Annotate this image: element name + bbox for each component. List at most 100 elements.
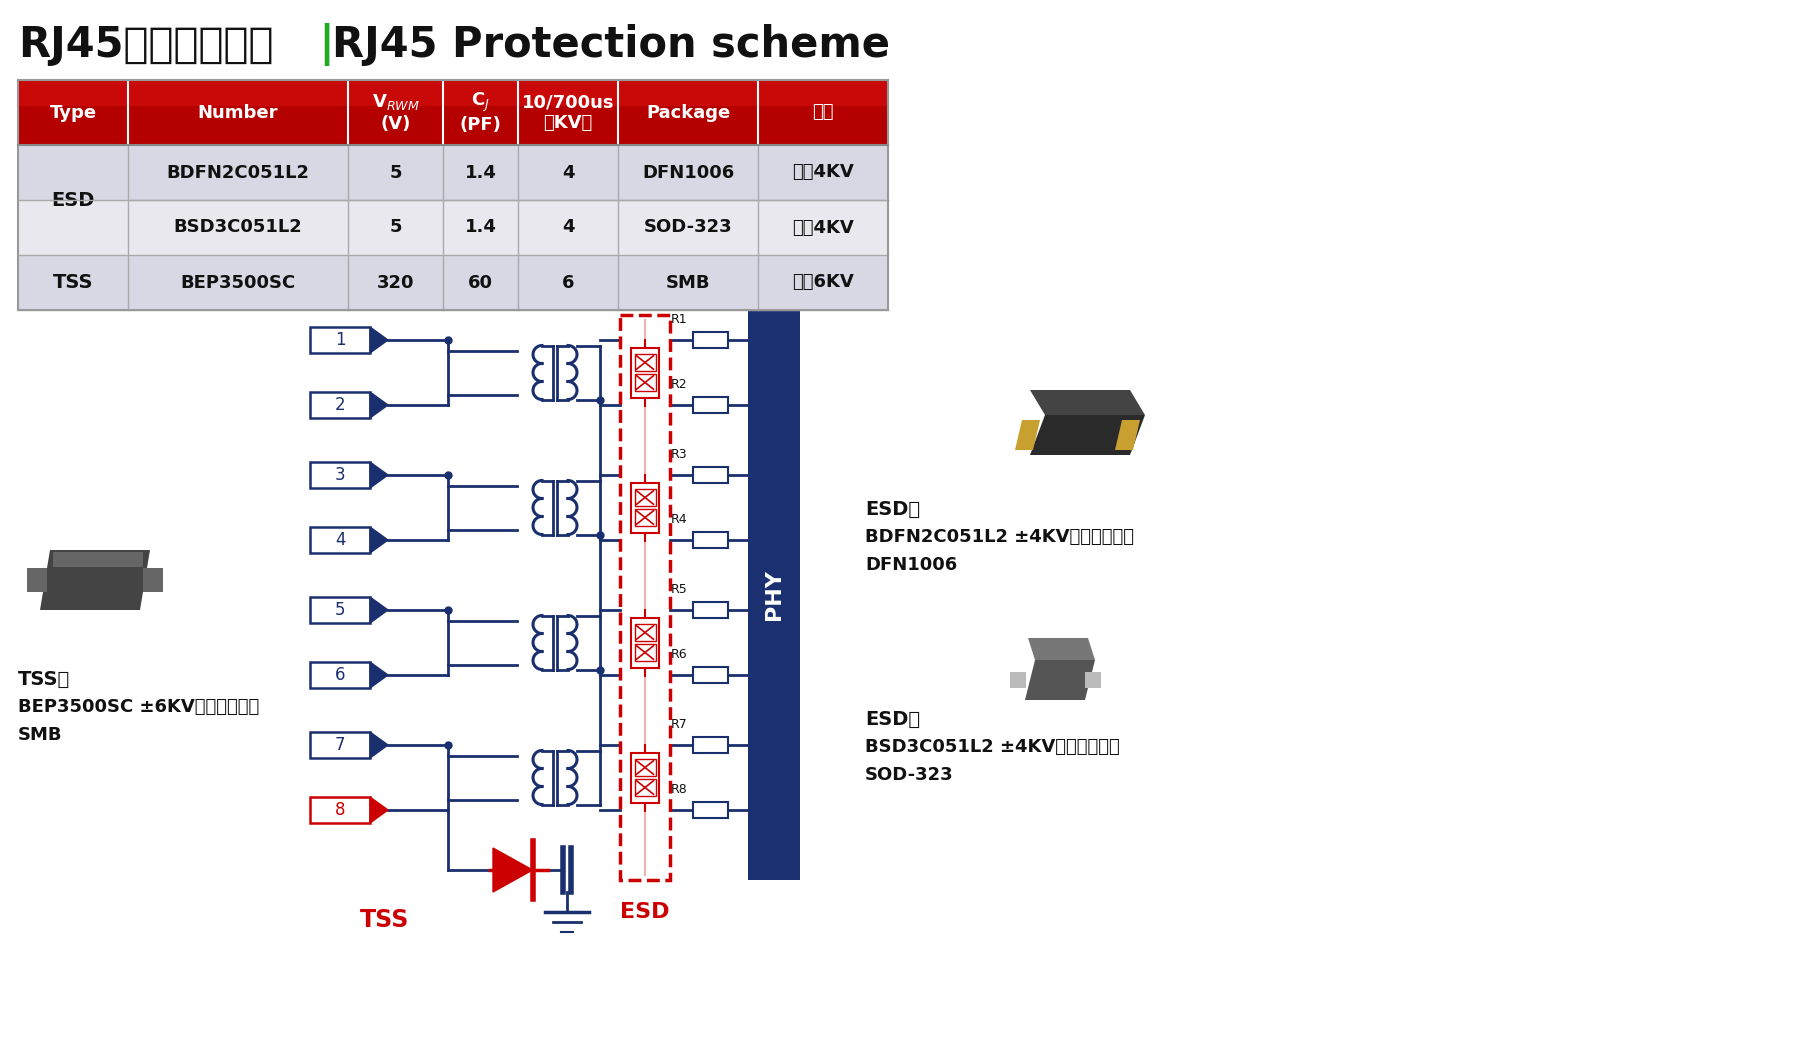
Text: 1: 1 bbox=[334, 331, 345, 349]
Text: 60: 60 bbox=[467, 274, 492, 292]
Text: R3: R3 bbox=[670, 448, 688, 461]
FancyBboxPatch shape bbox=[692, 667, 728, 683]
Text: 5: 5 bbox=[334, 601, 345, 619]
Text: RJ45 Protection scheme: RJ45 Protection scheme bbox=[332, 24, 890, 66]
Text: DFN1006: DFN1006 bbox=[642, 164, 735, 181]
Polygon shape bbox=[370, 392, 388, 418]
FancyBboxPatch shape bbox=[692, 397, 728, 413]
Text: 4: 4 bbox=[334, 531, 345, 549]
FancyBboxPatch shape bbox=[631, 483, 659, 533]
Text: DFN1006: DFN1006 bbox=[864, 556, 958, 574]
Text: BSD3C051L2 ±4KV差模浪涌防护: BSD3C051L2 ±4KV差模浪涌防护 bbox=[864, 738, 1120, 756]
Polygon shape bbox=[370, 732, 388, 758]
Text: |: | bbox=[305, 23, 349, 66]
Text: 2: 2 bbox=[334, 397, 345, 414]
Text: R1: R1 bbox=[670, 313, 688, 326]
Text: ESD: ESD bbox=[620, 902, 670, 922]
Polygon shape bbox=[370, 327, 388, 354]
Text: Type: Type bbox=[50, 104, 97, 122]
Text: BEP3500SC: BEP3500SC bbox=[180, 274, 297, 292]
Polygon shape bbox=[1015, 420, 1040, 450]
Text: 6: 6 bbox=[562, 274, 575, 292]
FancyBboxPatch shape bbox=[311, 327, 370, 354]
Text: 5: 5 bbox=[390, 164, 403, 181]
FancyBboxPatch shape bbox=[634, 778, 656, 796]
Text: ESD：: ESD： bbox=[864, 710, 920, 729]
Polygon shape bbox=[370, 462, 388, 488]
Text: BDFN2C051L2: BDFN2C051L2 bbox=[167, 164, 309, 181]
Text: 差模4KV: 差模4KV bbox=[792, 164, 854, 181]
FancyBboxPatch shape bbox=[692, 737, 728, 753]
Text: 8: 8 bbox=[334, 801, 345, 819]
Polygon shape bbox=[370, 662, 388, 688]
FancyBboxPatch shape bbox=[311, 662, 370, 688]
FancyBboxPatch shape bbox=[311, 732, 370, 758]
FancyBboxPatch shape bbox=[1010, 672, 1026, 688]
Polygon shape bbox=[1114, 420, 1139, 450]
Polygon shape bbox=[1028, 638, 1094, 660]
FancyBboxPatch shape bbox=[634, 509, 656, 527]
Text: SMB: SMB bbox=[18, 726, 63, 744]
Text: 4: 4 bbox=[562, 218, 575, 236]
FancyBboxPatch shape bbox=[27, 568, 47, 592]
Text: 差模4KV: 差模4KV bbox=[792, 218, 854, 236]
FancyBboxPatch shape bbox=[634, 354, 656, 371]
Polygon shape bbox=[1030, 390, 1145, 415]
Text: SMB: SMB bbox=[665, 274, 710, 292]
Text: BDFN2C051L2 ±4KV差模浪涌防护: BDFN2C051L2 ±4KV差模浪涌防护 bbox=[864, 528, 1134, 545]
FancyBboxPatch shape bbox=[18, 200, 888, 255]
Text: 10/700us
（KV）: 10/700us （KV） bbox=[521, 93, 615, 132]
Polygon shape bbox=[1030, 415, 1145, 455]
Text: ESD：: ESD： bbox=[864, 500, 920, 519]
FancyBboxPatch shape bbox=[1085, 672, 1102, 688]
Text: 共模6KV: 共模6KV bbox=[792, 274, 854, 292]
Text: R7: R7 bbox=[670, 718, 688, 731]
FancyBboxPatch shape bbox=[692, 331, 728, 348]
FancyBboxPatch shape bbox=[311, 597, 370, 623]
FancyBboxPatch shape bbox=[634, 624, 656, 641]
Text: BSD3C051L2: BSD3C051L2 bbox=[174, 218, 302, 236]
Polygon shape bbox=[370, 527, 388, 553]
Text: 3: 3 bbox=[334, 466, 345, 484]
FancyBboxPatch shape bbox=[634, 373, 656, 391]
FancyBboxPatch shape bbox=[311, 797, 370, 823]
Text: TSS: TSS bbox=[361, 908, 410, 932]
Text: RJ45网口保护方案: RJ45网口保护方案 bbox=[18, 24, 273, 66]
Polygon shape bbox=[1024, 660, 1094, 700]
FancyBboxPatch shape bbox=[631, 347, 659, 398]
FancyBboxPatch shape bbox=[52, 552, 144, 568]
Text: SOD-323: SOD-323 bbox=[643, 218, 733, 236]
Polygon shape bbox=[492, 848, 532, 892]
FancyBboxPatch shape bbox=[18, 145, 888, 200]
Text: Package: Package bbox=[645, 104, 730, 122]
Text: C$_J$
(PF): C$_J$ (PF) bbox=[460, 90, 501, 134]
FancyBboxPatch shape bbox=[18, 80, 888, 145]
FancyBboxPatch shape bbox=[634, 489, 656, 507]
Text: R6: R6 bbox=[670, 648, 688, 661]
Text: R2: R2 bbox=[670, 378, 688, 391]
FancyBboxPatch shape bbox=[144, 568, 164, 592]
Text: 1.4: 1.4 bbox=[465, 164, 496, 181]
FancyBboxPatch shape bbox=[311, 392, 370, 418]
Text: PHY: PHY bbox=[764, 570, 783, 620]
Text: TSS: TSS bbox=[52, 273, 93, 292]
FancyBboxPatch shape bbox=[692, 532, 728, 548]
Text: ESD: ESD bbox=[52, 191, 95, 210]
Text: Number: Number bbox=[198, 104, 279, 122]
Text: TSS：: TSS： bbox=[18, 670, 70, 689]
Text: 备注: 备注 bbox=[812, 104, 834, 122]
FancyBboxPatch shape bbox=[634, 644, 656, 661]
FancyBboxPatch shape bbox=[692, 467, 728, 483]
Polygon shape bbox=[370, 597, 388, 623]
Text: 4: 4 bbox=[562, 164, 575, 181]
Text: R5: R5 bbox=[670, 583, 688, 596]
FancyBboxPatch shape bbox=[18, 80, 888, 106]
FancyBboxPatch shape bbox=[311, 462, 370, 488]
FancyBboxPatch shape bbox=[748, 311, 800, 880]
Text: R4: R4 bbox=[670, 513, 688, 526]
FancyBboxPatch shape bbox=[634, 758, 656, 776]
FancyBboxPatch shape bbox=[692, 802, 728, 818]
FancyBboxPatch shape bbox=[311, 527, 370, 553]
FancyBboxPatch shape bbox=[18, 255, 888, 311]
Text: SOD-323: SOD-323 bbox=[864, 766, 954, 784]
